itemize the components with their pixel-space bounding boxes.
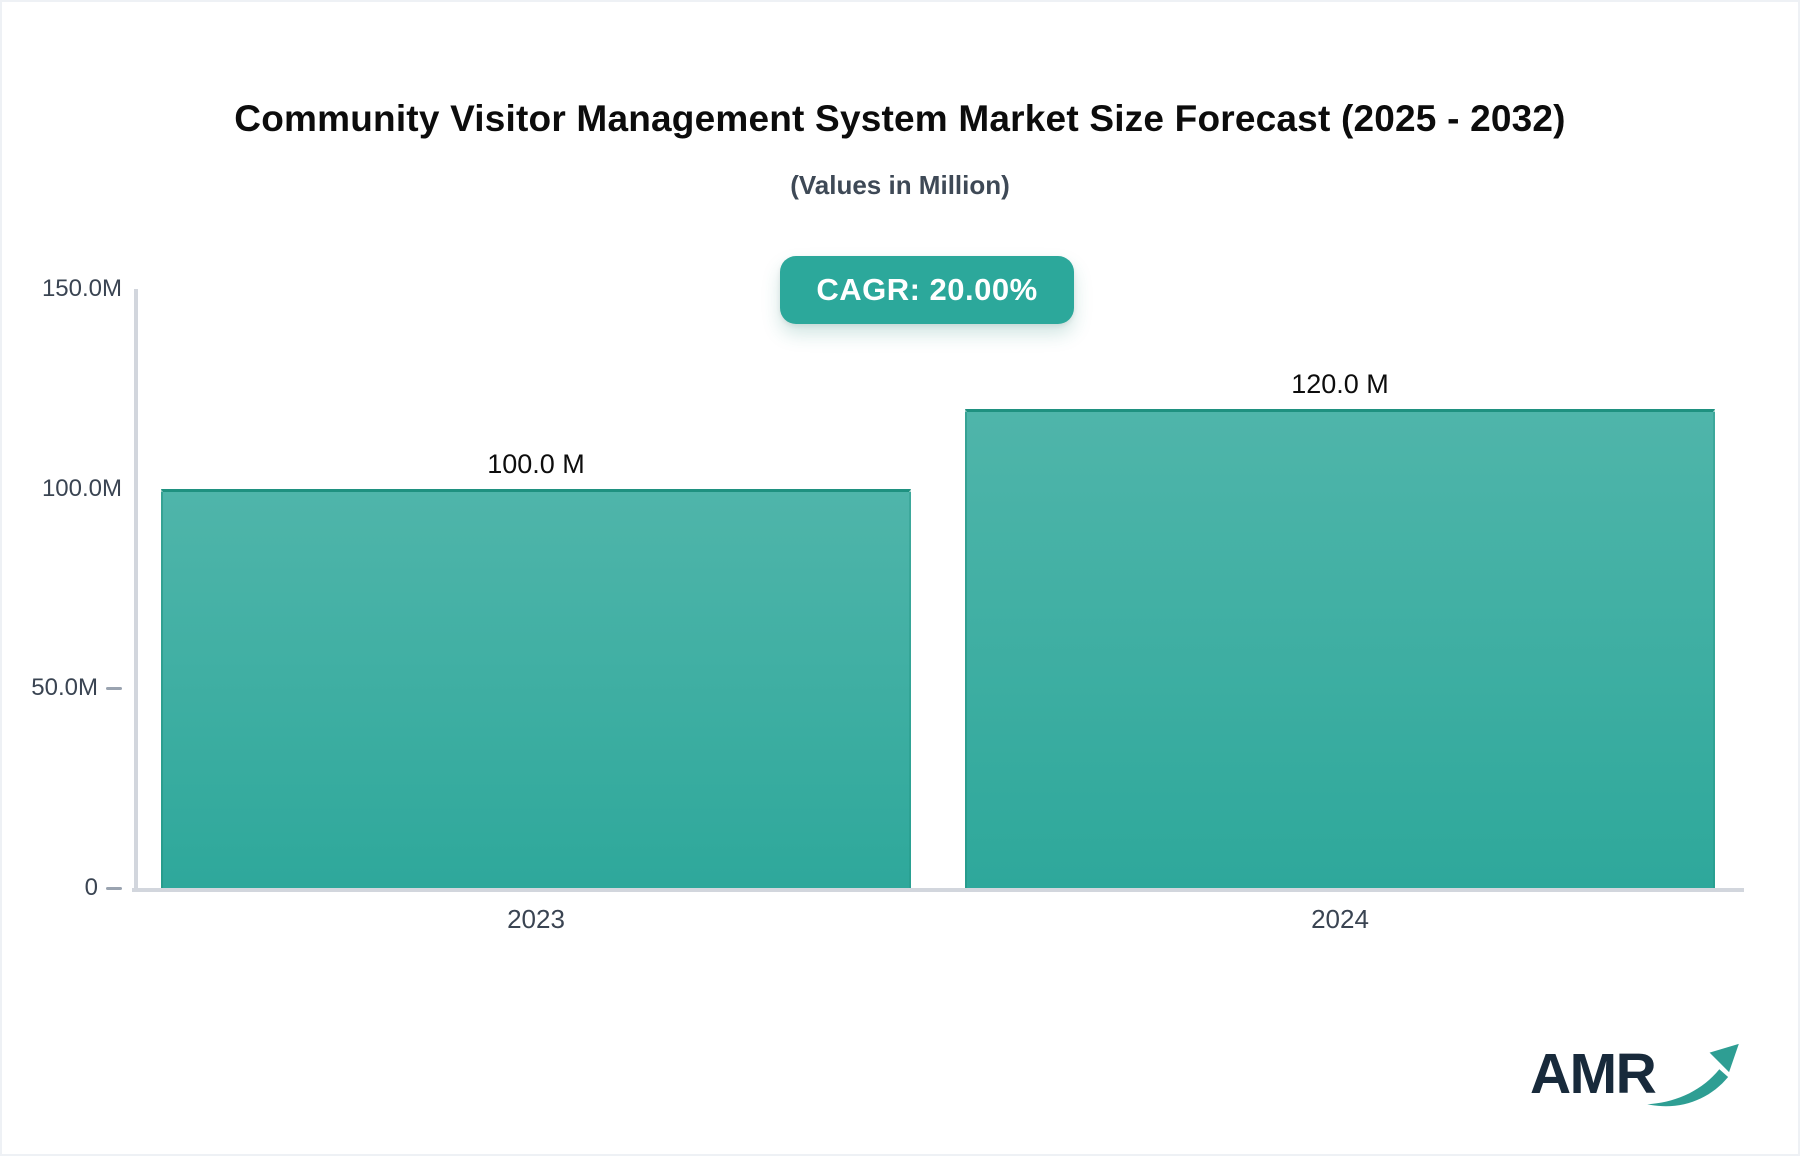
y-axis-ticks: 150.0M 100.0M 50.0M 0 [2,275,122,901]
y-tick-150.0M: 150.0M [42,275,122,303]
bar-value-label-2023: 100.0 M [487,448,585,479]
chart-title: Community Visitor Management System Mark… [234,98,1566,139]
bar-value-label-2024: 120.0 M [1291,368,1389,399]
y-tick-100.0M: 100.0M [42,475,122,503]
x-axis-labels: 2023 2024 [134,904,1742,935]
amr-logo: AMR [1530,1032,1743,1116]
cagr-badge-label: CAGR: 20.00% [816,272,1038,307]
x-axis-label-2024: 2024 [1311,904,1369,934]
y-tick-mark [106,886,122,890]
y-tick-label: 0 [84,874,98,901]
y-tick-0: 0 [85,874,122,902]
bars-row: 100.0 M 120.0 M [134,289,1742,888]
bar-slot-2024: 120.0 M [938,289,1742,888]
y-axis-line [134,289,138,892]
y-tick-50.0M: 50.0M [31,674,122,702]
bar-2023 [161,488,911,888]
growth-arrow-icon [1647,1043,1740,1107]
plot-area: 150.0M 100.0M 50.0M 0 100.0 M 120.0 M 2023 20… [31,275,1744,934]
chart-subtitle: (Values in Million) [790,170,1010,200]
y-tick-label: 100.0M [41,474,122,502]
y-tick-label: 50.0M [31,674,98,702]
bar-2024 [965,408,1715,888]
y-tick-mark [106,686,122,690]
bar-slot-2023: 100.0 M [134,289,938,888]
cagr-badge: CAGR: 20.00% [780,256,1074,324]
x-axis-label-2023: 2023 [507,904,565,934]
x-axis-line [132,888,1744,892]
y-tick-label: 150.0M [41,275,122,302]
amr-logo-text: AMR [1530,1041,1657,1106]
